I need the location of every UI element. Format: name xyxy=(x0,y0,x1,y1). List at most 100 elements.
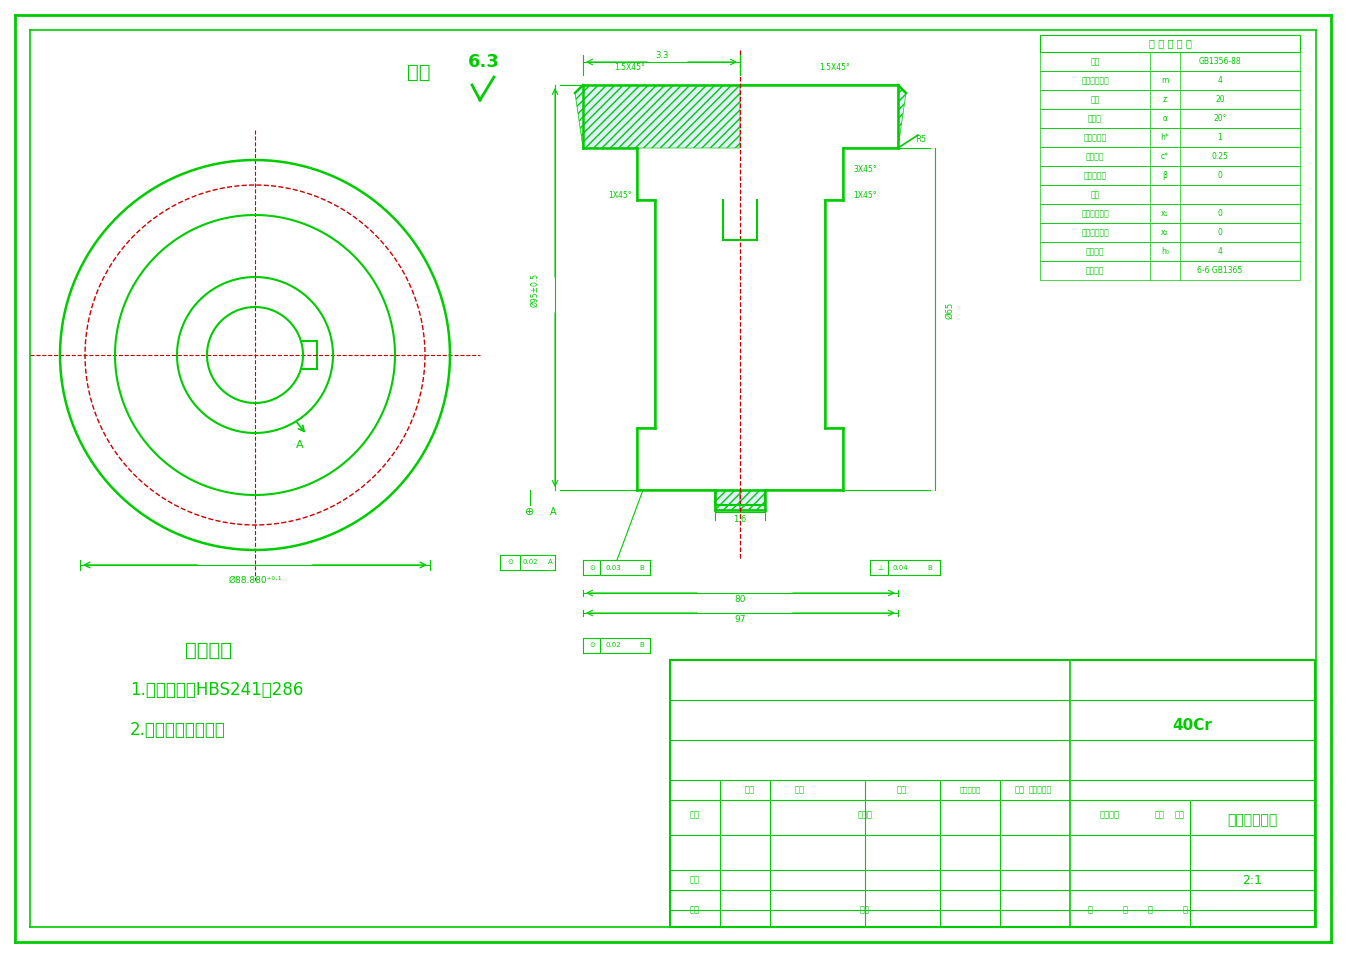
Bar xyxy=(1040,128,1300,147)
Text: ⊙: ⊙ xyxy=(507,559,513,565)
Text: 标记: 标记 xyxy=(744,786,755,794)
Text: 年、月、日: 年、月、日 xyxy=(1028,786,1051,794)
Text: β: β xyxy=(1163,171,1167,180)
Text: 1X45°: 1X45° xyxy=(608,190,631,199)
Bar xyxy=(1040,71,1300,90)
Text: x₂: x₂ xyxy=(1162,228,1168,237)
Text: 3X45°: 3X45° xyxy=(853,166,876,174)
Text: 1.5X45°: 1.5X45° xyxy=(820,63,851,73)
Text: 螺旋角: 螺旋角 xyxy=(1088,114,1102,123)
Text: 张: 张 xyxy=(1123,905,1128,915)
Text: 0.02: 0.02 xyxy=(522,559,538,565)
Text: 0.04: 0.04 xyxy=(892,565,907,571)
Text: 比例: 比例 xyxy=(1175,811,1184,819)
Bar xyxy=(1040,223,1300,242)
Text: 0: 0 xyxy=(1218,209,1222,218)
Text: A: A xyxy=(296,440,304,450)
Text: 径向变位系数: 径向变位系数 xyxy=(1081,209,1109,218)
Text: 齿制: 齿制 xyxy=(1090,57,1100,66)
Text: 分区: 分区 xyxy=(896,786,907,794)
Bar xyxy=(1040,52,1300,71)
Text: 翻转机小齿轮: 翻转机小齿轮 xyxy=(1228,813,1277,827)
Text: 1.调质处理，HBS241至286: 1.调质处理，HBS241至286 xyxy=(131,681,303,699)
Text: 标准化: 标准化 xyxy=(857,811,872,819)
Bar xyxy=(1040,147,1300,166)
Text: 中心距精度: 中心距精度 xyxy=(1084,171,1106,180)
Text: ⊙: ⊙ xyxy=(590,565,595,571)
Text: 批准: 批准 xyxy=(860,905,870,915)
Bar xyxy=(1040,261,1300,280)
Text: GB1356-88: GB1356-88 xyxy=(1199,57,1241,66)
Text: 精度等级: 精度等级 xyxy=(1086,266,1104,275)
Text: 0.25: 0.25 xyxy=(1211,152,1229,161)
Bar xyxy=(1040,109,1300,128)
Text: 更改文件号: 更改文件号 xyxy=(960,787,981,793)
Text: 张: 张 xyxy=(1183,905,1187,915)
Text: α: α xyxy=(1163,114,1167,123)
Text: 97: 97 xyxy=(735,615,746,625)
Text: 共: 共 xyxy=(1088,905,1093,915)
Bar xyxy=(1040,185,1300,204)
Text: Ø95±0.5: Ø95±0.5 xyxy=(530,273,540,307)
Text: h*: h* xyxy=(1160,133,1170,142)
Text: 齿顶高系数: 齿顶高系数 xyxy=(1084,133,1106,142)
Text: 2.去除毛刺，抛光。: 2.去除毛刺，抛光。 xyxy=(131,721,226,739)
Text: 0: 0 xyxy=(1218,171,1222,180)
Bar xyxy=(1040,204,1300,223)
Bar xyxy=(670,660,1315,927)
Text: ⊕: ⊕ xyxy=(525,507,534,517)
Bar xyxy=(1040,166,1300,185)
Text: B: B xyxy=(639,642,645,648)
Text: 20: 20 xyxy=(1215,95,1225,104)
Text: 0.02: 0.02 xyxy=(606,642,621,648)
Text: 3.3: 3.3 xyxy=(656,51,669,59)
Text: 6-6 GB1365: 6-6 GB1365 xyxy=(1198,266,1242,275)
Text: ⊥: ⊥ xyxy=(878,565,883,571)
Text: 其余: 其余 xyxy=(406,62,429,81)
Text: 设计: 设计 xyxy=(690,811,700,819)
Text: 齿 轮 参 数 表: 齿 轮 参 数 表 xyxy=(1148,38,1191,48)
Text: 4: 4 xyxy=(1218,76,1222,85)
Text: 顶隙系数: 顶隙系数 xyxy=(1086,152,1104,161)
Text: 技术要求: 技术要求 xyxy=(184,640,232,659)
Text: 处数: 处数 xyxy=(795,786,805,794)
Text: 1X45°: 1X45° xyxy=(853,190,876,199)
Text: m: m xyxy=(1162,76,1168,85)
Polygon shape xyxy=(740,85,906,510)
Text: A: A xyxy=(548,559,552,565)
Text: 4: 4 xyxy=(1218,247,1222,256)
Text: 工艺: 工艺 xyxy=(690,905,700,915)
Text: 大端齿高: 大端齿高 xyxy=(1086,247,1104,256)
Text: 1.5X45°: 1.5X45° xyxy=(615,63,646,73)
Text: 重量: 重量 xyxy=(1155,811,1166,819)
Text: 20°: 20° xyxy=(1213,114,1226,123)
Text: Ø65: Ø65 xyxy=(945,301,954,319)
Text: 80: 80 xyxy=(735,595,746,605)
Text: Ø88.880⁺⁰·¹: Ø88.880⁺⁰·¹ xyxy=(229,575,281,585)
Text: 0.03: 0.03 xyxy=(606,565,621,571)
Bar xyxy=(1040,35,1300,52)
Text: 审核: 审核 xyxy=(690,876,700,884)
Text: 0: 0 xyxy=(1218,228,1222,237)
Text: 1: 1 xyxy=(1218,133,1222,142)
Text: z: z xyxy=(1163,95,1167,104)
Bar xyxy=(1040,242,1300,261)
Text: B: B xyxy=(927,565,933,571)
Text: 40Cr: 40Cr xyxy=(1172,718,1213,732)
Text: 1.6: 1.6 xyxy=(734,516,747,524)
Text: 齿数: 齿数 xyxy=(1090,95,1100,104)
Text: B: B xyxy=(639,565,645,571)
Text: 径向变位系数: 径向变位系数 xyxy=(1081,228,1109,237)
Text: c*: c* xyxy=(1162,152,1168,161)
Text: 齿向: 齿向 xyxy=(1090,190,1100,199)
Polygon shape xyxy=(575,85,740,510)
Text: 第: 第 xyxy=(1148,905,1152,915)
Text: 阶段标记: 阶段标记 xyxy=(1100,811,1120,819)
Text: R5: R5 xyxy=(915,136,926,145)
Text: h₀: h₀ xyxy=(1162,247,1168,256)
Bar xyxy=(1040,90,1300,109)
Text: 6.3: 6.3 xyxy=(468,53,499,71)
Text: A: A xyxy=(549,507,556,517)
Text: 2:1: 2:1 xyxy=(1242,874,1263,886)
Text: ⊙: ⊙ xyxy=(590,642,595,648)
